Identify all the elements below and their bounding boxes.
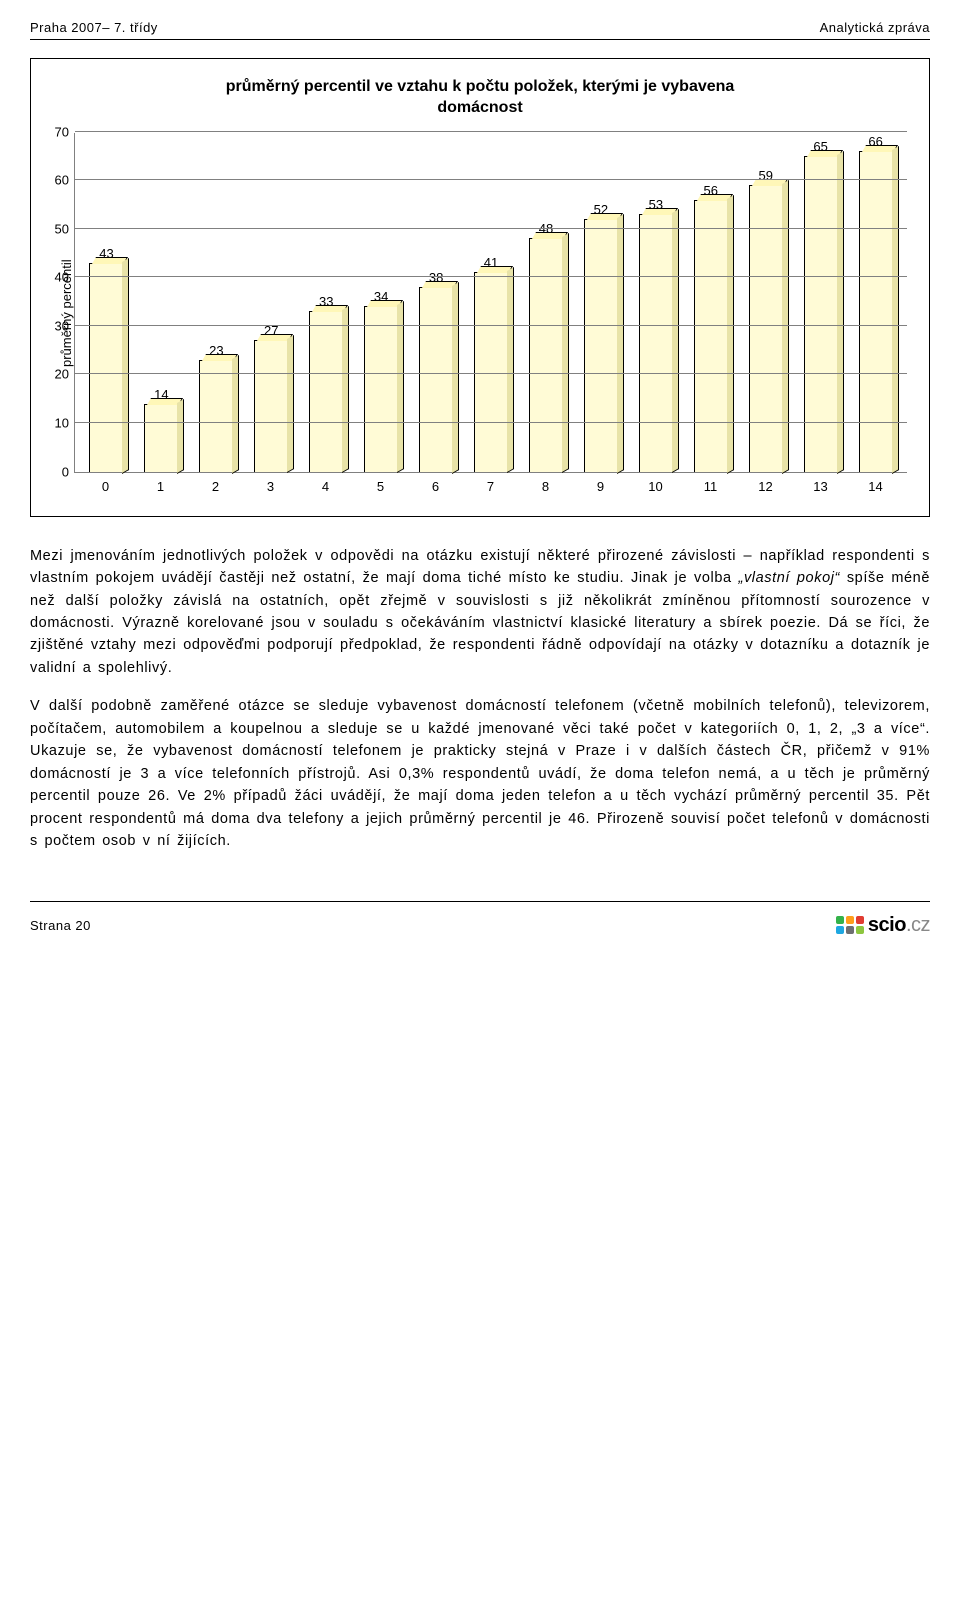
x-tick-label: 14: [848, 479, 903, 494]
x-tick-label: 8: [518, 479, 573, 494]
x-tick-label: 11: [683, 479, 738, 494]
bar: [804, 156, 838, 472]
logo-dot: [856, 926, 864, 934]
bar-side-face: [342, 306, 349, 473]
chart-title: průměrný percentil ve vztahu k počtu pol…: [53, 77, 907, 119]
bars-container: 431423273334384148525356596566: [75, 133, 907, 472]
y-tick-label: 50: [55, 221, 75, 236]
logo-dot: [846, 926, 854, 934]
gridline: [75, 131, 907, 132]
logo-text-b: .cz: [906, 914, 930, 936]
gridline: [75, 373, 907, 374]
bar-slot: 34: [354, 133, 409, 472]
bar: [89, 263, 123, 472]
bar: [419, 287, 453, 472]
bar: [364, 306, 398, 471]
bar-side-face: [287, 335, 294, 473]
y-tick-label: 30: [55, 318, 75, 333]
bar-slot: 27: [244, 133, 299, 472]
x-tick-label: 9: [573, 479, 628, 494]
bar: [584, 219, 618, 472]
bar-slot: 59: [738, 133, 793, 472]
logo-dot: [836, 926, 844, 934]
bar-slot: 33: [299, 133, 354, 472]
y-tick-label: 40: [55, 270, 75, 285]
plot-area: 431423273334384148525356596566 706050403…: [74, 133, 907, 473]
bar-side-face: [892, 146, 899, 474]
logo-text-a: scio: [868, 914, 906, 936]
y-tick-label: 20: [55, 367, 75, 382]
bar-slot: 23: [189, 133, 244, 472]
footer-rule: [30, 901, 930, 902]
gridline: [75, 179, 907, 180]
y-tick-label: 0: [62, 464, 75, 479]
gridline: [75, 228, 907, 229]
y-tick-label: 60: [55, 173, 75, 188]
x-tick-label: 1: [133, 479, 188, 494]
bar-side-face: [837, 151, 844, 474]
x-tick-label: 2: [188, 479, 243, 494]
header-left: Praha 2007– 7. třídy: [30, 20, 158, 35]
bar: [529, 238, 563, 471]
x-tick-label: 12: [738, 479, 793, 494]
logo-dots: [836, 916, 864, 934]
x-ticks: 01234567891011121314: [74, 473, 907, 494]
x-tick-label: 0: [78, 479, 133, 494]
bar: [474, 272, 508, 471]
y-tick-label: 70: [55, 124, 75, 139]
bar-side-face: [507, 267, 514, 473]
logo-dot: [836, 916, 844, 924]
header-rule: [30, 39, 930, 40]
gridline: [75, 422, 907, 423]
bar-side-face: [672, 209, 679, 473]
bar-side-face: [782, 180, 789, 474]
logo-dot: [856, 916, 864, 924]
bar-slot: 65: [793, 133, 848, 472]
x-tick-label: 3: [243, 479, 298, 494]
bar: [199, 360, 233, 472]
bar-side-face: [452, 282, 459, 474]
x-tick-label: 10: [628, 479, 683, 494]
para1-em: „vlastní pokoj“: [739, 570, 840, 586]
bar-side-face: [727, 195, 734, 474]
chart-frame: průměrný percentil ve vztahu k počtu pol…: [30, 58, 930, 517]
bar-slot: 56: [683, 133, 738, 472]
logo-dot: [846, 916, 854, 924]
bar: [309, 311, 343, 471]
gridline: [75, 325, 907, 326]
x-tick-label: 6: [408, 479, 463, 494]
page-number: Strana 20: [30, 918, 91, 933]
logo-text: scio.cz: [868, 914, 930, 937]
scio-logo: scio.cz: [836, 914, 930, 937]
bar: [859, 151, 893, 472]
header-right: Analytická zpráva: [820, 20, 930, 35]
paragraph-1: Mezi jmenováním jednotlivých položek v o…: [30, 545, 930, 680]
bar-side-face: [617, 214, 624, 474]
gridline: [75, 276, 907, 277]
bar: [694, 200, 728, 472]
bar-side-face: [177, 399, 184, 474]
x-tick-label: 7: [463, 479, 518, 494]
x-tick-label: 4: [298, 479, 353, 494]
paragraph-2: V další podobně zaměřené otázce se sledu…: [30, 695, 930, 852]
footer-row: Strana 20 scio.cz: [30, 914, 930, 937]
bar-slot: 38: [409, 133, 464, 472]
bar-slot: 52: [573, 133, 628, 472]
bar-side-face: [397, 301, 404, 473]
bar-side-face: [122, 258, 129, 474]
bar: [144, 404, 178, 472]
bar: [254, 340, 288, 471]
bar-slot: 66: [848, 133, 903, 472]
bar-slot: 53: [628, 133, 683, 472]
bar-slot: 41: [464, 133, 519, 472]
bar-side-face: [562, 233, 569, 473]
bar-slot: 43: [79, 133, 134, 472]
x-tick-label: 13: [793, 479, 848, 494]
x-tick-label: 5: [353, 479, 408, 494]
bar-slot: 48: [519, 133, 574, 472]
bar-slot: 14: [134, 133, 189, 472]
bar: [639, 214, 673, 471]
y-tick-label: 10: [55, 416, 75, 431]
